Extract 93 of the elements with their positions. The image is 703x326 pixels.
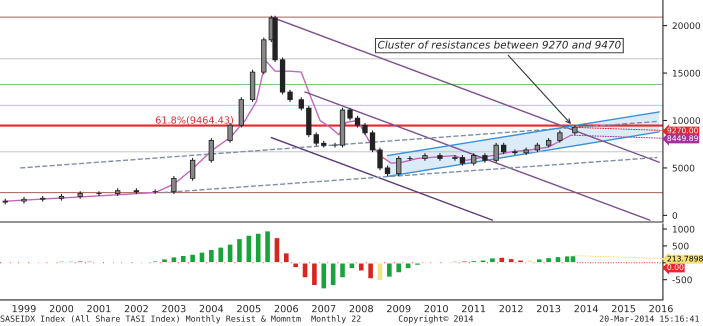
bar (226, 243, 234, 264)
y-tick-label: 15000 (672, 70, 700, 77)
bar (386, 262, 394, 278)
bar (301, 262, 309, 279)
bar (282, 252, 290, 264)
bar (395, 262, 402, 274)
bar (498, 256, 506, 264)
bar (376, 262, 384, 282)
bar (160, 258, 168, 264)
x-tick-label: 2010 (424, 304, 448, 312)
bar (236, 238, 244, 264)
x-tick-label: 1999 (12, 304, 36, 312)
candlestick (572, 124, 578, 136)
candlestick (314, 132, 319, 146)
x-tick-label: 2003 (162, 304, 186, 312)
candlestick (494, 142, 499, 163)
bar (414, 262, 422, 266)
text: Copyright© 2014 (398, 315, 474, 324)
bar (488, 257, 496, 264)
x-tick-label: 2000 (50, 304, 74, 312)
bar (208, 248, 216, 264)
bar (554, 256, 562, 264)
bar (170, 256, 178, 264)
candlestick (287, 90, 293, 102)
bar (310, 262, 318, 286)
candlestick (407, 156, 413, 161)
candlestick (354, 116, 360, 128)
x-tick-label: 2005 (237, 304, 260, 312)
x-tick-label: 2016 (649, 304, 673, 312)
bar (292, 262, 300, 269)
ref-line-label: 61.8%(9464.43) (156, 116, 233, 125)
candlestick (171, 176, 177, 194)
candlestick (362, 122, 368, 136)
x-tick-label: 2006 (274, 304, 298, 312)
candlestick (460, 155, 466, 166)
bar (320, 262, 328, 290)
y-tick-label: 5000 (672, 164, 694, 172)
bar (151, 260, 159, 264)
bar (536, 258, 543, 264)
candlestick (377, 147, 383, 170)
candlestick (40, 196, 46, 202)
x-tick-label: 2007 (312, 304, 336, 312)
candlestick (208, 138, 214, 163)
x-tick-label: 2002 (124, 304, 148, 312)
y-tick-label: 1000 (672, 226, 694, 233)
bar (479, 259, 487, 264)
x-tick-label: 2004 (200, 304, 224, 312)
bar (358, 262, 365, 272)
bar (254, 232, 262, 264)
y-tick-label: 10000 (672, 117, 700, 124)
annotation: Cluster of resistances between 9270 and 9470 (378, 40, 621, 49)
bar (507, 258, 515, 264)
bar (526, 259, 534, 264)
x-tick-label: 2014 (574, 304, 598, 312)
x-tick-label: 2009 (387, 304, 410, 312)
candlestick (298, 97, 304, 111)
bar (366, 262, 374, 280)
candlestick (190, 158, 196, 181)
bar (76, 260, 84, 264)
candlestick (2, 198, 8, 205)
bar (329, 262, 337, 286)
text: 20-Mar-2014 15:16:41 (600, 315, 699, 322)
candlestick (347, 108, 353, 121)
candlestick (557, 130, 563, 143)
bar (470, 260, 478, 264)
candlestick (370, 130, 376, 152)
bar (188, 253, 196, 264)
x-tick-label: 2015 (612, 304, 636, 312)
bar (516, 259, 524, 264)
x-tick-label: 2011 (462, 304, 486, 312)
x-tick-label: 2001 (87, 304, 110, 312)
bar (338, 262, 346, 279)
bar (245, 234, 253, 264)
x-tick-label: 2013 (536, 304, 560, 312)
bar (460, 260, 468, 264)
bar (348, 262, 356, 270)
bar (198, 251, 206, 264)
bar (544, 256, 552, 264)
bar (404, 262, 412, 270)
candlestick (396, 156, 402, 176)
candlestick (96, 191, 102, 196)
y-tick-label: 500 (672, 242, 689, 250)
x-tick-label: 2012 (499, 304, 523, 312)
candlestick (471, 153, 476, 166)
y-tick-label: -500 (672, 276, 692, 284)
bar (180, 254, 187, 264)
y-tick-label: 0 (672, 212, 678, 219)
candlestick (384, 165, 390, 176)
y-tick-label: 20000 (672, 22, 700, 30)
bar (217, 246, 224, 264)
text: SASEIDX Index (All Share TASI Index) Monthly Resist & Momntm Monthly 22 (0, 315, 361, 324)
candlestick (500, 142, 506, 154)
x-tick-label: 2008 (350, 304, 373, 312)
